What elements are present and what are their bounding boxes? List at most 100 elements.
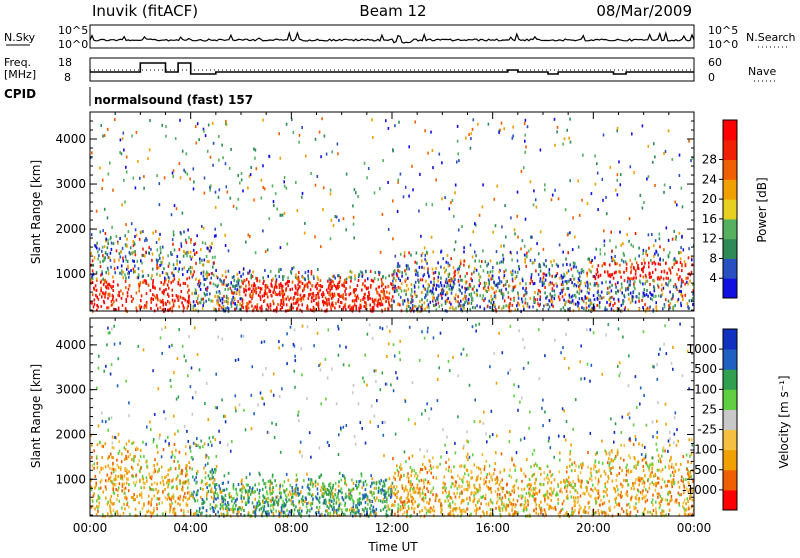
data-cell — [653, 142, 655, 145]
data-cell — [212, 473, 214, 476]
data-cell — [292, 281, 294, 284]
data-cell — [606, 301, 608, 304]
data-cell — [537, 292, 539, 295]
data-cell — [128, 288, 130, 291]
data-cell — [133, 268, 135, 271]
data-cell — [172, 243, 174, 246]
data-cell — [249, 294, 251, 297]
data-cell — [605, 306, 607, 309]
data-cell — [633, 465, 635, 468]
data-cell — [332, 304, 334, 307]
data-cell — [111, 242, 113, 245]
data-cell — [245, 285, 247, 288]
data-cell — [92, 293, 94, 296]
data-cell — [665, 298, 667, 301]
data-cell — [386, 291, 388, 294]
data-cell — [571, 496, 573, 499]
data-cell — [689, 299, 691, 302]
data-cell — [620, 276, 622, 279]
data-cell — [581, 290, 583, 293]
data-cell — [108, 477, 110, 480]
data-cell — [424, 246, 426, 249]
data-cell — [107, 246, 109, 249]
data-cell — [116, 478, 118, 481]
data-cell — [515, 465, 517, 468]
data-cell — [127, 295, 129, 298]
data-cell — [472, 299, 474, 302]
data-cell — [562, 264, 564, 267]
data-cell — [609, 281, 611, 284]
data-cell — [552, 305, 554, 308]
data-cell — [154, 481, 156, 484]
data-cell — [143, 486, 145, 489]
data-cell — [648, 247, 650, 250]
data-cell — [615, 271, 617, 274]
y-tick-label: 4000 — [55, 132, 86, 146]
data-cell — [643, 201, 645, 204]
data-cell — [459, 289, 461, 292]
data-cell — [564, 293, 566, 296]
data-cell — [502, 261, 504, 264]
data-cell — [403, 195, 405, 198]
data-cell — [626, 233, 628, 236]
data-cell — [161, 124, 163, 127]
data-cell — [503, 258, 505, 261]
data-cell — [420, 487, 422, 490]
data-cell — [97, 507, 99, 510]
data-cell — [642, 295, 644, 298]
data-cell — [432, 290, 434, 293]
data-cell — [425, 478, 427, 481]
data-cell — [155, 230, 157, 233]
data-cell — [650, 297, 652, 300]
data-cell — [574, 265, 576, 268]
data-cell — [577, 475, 579, 478]
data-cell — [688, 140, 690, 143]
data-cell — [376, 289, 378, 292]
data-cell — [653, 475, 655, 478]
data-cell — [466, 497, 468, 500]
data-cell — [466, 299, 468, 302]
data-cell — [179, 162, 181, 165]
data-cell — [304, 232, 306, 235]
data-cell — [251, 274, 253, 277]
data-cell — [594, 487, 596, 490]
data-cell — [117, 266, 119, 269]
data-cell — [92, 464, 94, 467]
data-cell — [598, 512, 600, 515]
data-cell — [508, 306, 510, 309]
data-cell — [567, 251, 569, 254]
data-cell — [625, 466, 627, 469]
data-cell — [203, 301, 205, 304]
data-cell — [666, 277, 668, 280]
data-cell — [490, 498, 492, 501]
data-cell — [405, 293, 407, 296]
data-cell — [287, 296, 289, 299]
data-cell — [378, 286, 380, 289]
data-cell — [180, 242, 182, 245]
data-cell — [518, 265, 520, 268]
data-cell — [250, 300, 252, 303]
data-cell — [246, 302, 248, 305]
data-cell — [127, 272, 129, 275]
data-cell — [375, 499, 377, 502]
data-cell — [651, 481, 653, 484]
data-cell — [572, 480, 574, 483]
data-cell — [644, 282, 646, 285]
data-cell — [243, 497, 245, 500]
data-cell — [541, 509, 543, 512]
data-cell — [626, 267, 628, 270]
data-cell — [432, 456, 434, 459]
data-cell — [214, 307, 216, 310]
data-cell — [206, 486, 208, 489]
data-cell — [569, 263, 571, 266]
data-cell — [295, 487, 297, 490]
data-cell — [275, 192, 277, 195]
data-cell — [120, 474, 122, 477]
data-cell — [163, 283, 165, 286]
data-cell — [692, 303, 694, 306]
data-cell — [433, 299, 435, 302]
data-cell — [266, 284, 268, 287]
data-cell — [235, 488, 237, 491]
data-cell — [572, 294, 574, 297]
data-cell — [213, 492, 215, 495]
